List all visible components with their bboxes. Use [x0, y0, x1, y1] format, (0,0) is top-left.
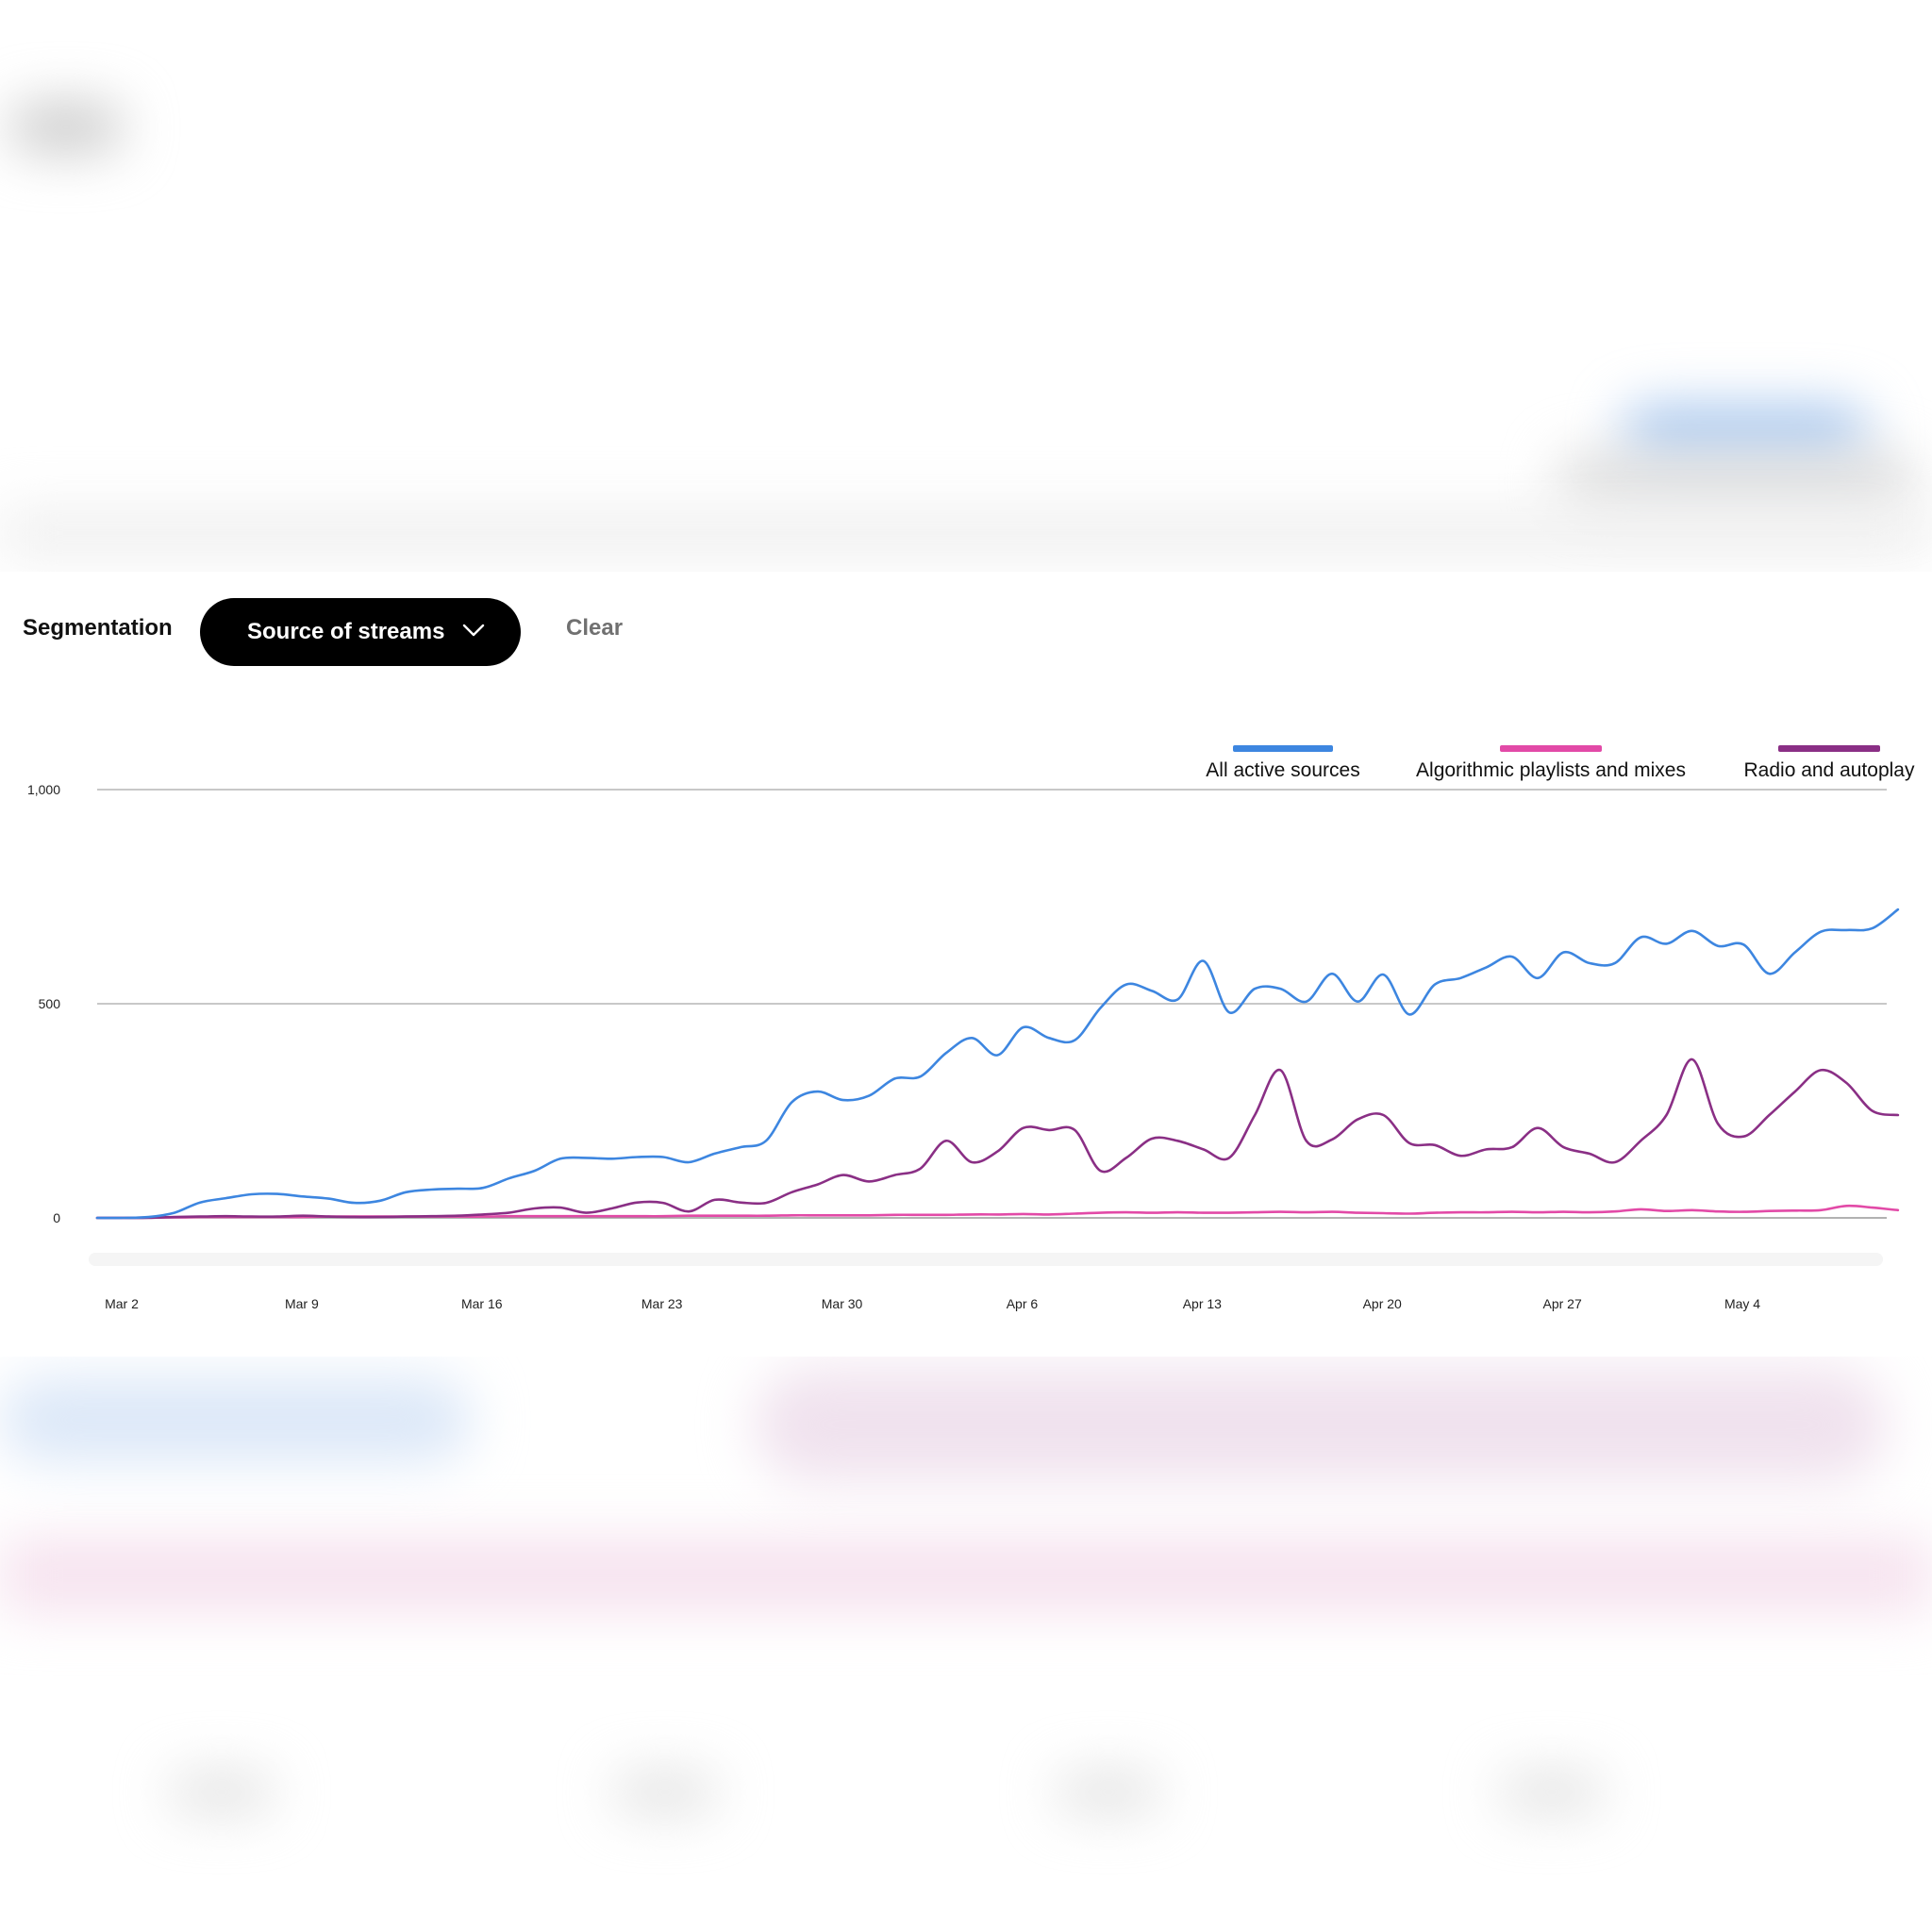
x-tick-label: Mar 9: [285, 1296, 319, 1311]
x-tick-label: Apr 27: [1542, 1296, 1581, 1311]
blurred-bottom-label-3: [1057, 1774, 1160, 1811]
legend-swatch: [1233, 745, 1333, 752]
x-tick-label: Mar 30: [822, 1296, 863, 1311]
x-tick-label: Mar 16: [461, 1296, 503, 1311]
blurred-bottom-label-2: [613, 1774, 717, 1811]
series-line-radio-autoplay: [95, 1058, 1900, 1220]
segmentation-dropdown[interactable]: Source of streams: [200, 598, 521, 666]
series-layer: [95, 908, 1900, 1220]
x-tick-label: Apr 13: [1183, 1296, 1222, 1311]
y-tick-label: 1,000: [27, 782, 60, 797]
legend-swatch: [1778, 745, 1880, 752]
legend-label: Algorithmic playlists and mixes: [1416, 759, 1686, 781]
y-tick-label: 0: [53, 1210, 60, 1225]
chart-grid: [97, 789, 1887, 1219]
segmentation-dropdown-value: Source of streams: [247, 619, 445, 644]
x-tick-label: May 4: [1724, 1296, 1760, 1311]
blurred-bottom-pink-band: [0, 1538, 1932, 1613]
x-tick-label: Mar 2: [105, 1296, 139, 1311]
y-tick-label: 500: [39, 996, 61, 1011]
legend: All active sources Algorithmic playlists …: [1206, 745, 1915, 781]
series-line-all-active-sources: [95, 908, 1900, 1220]
legend-swatch: [1500, 745, 1602, 752]
clear-button[interactable]: Clear: [566, 615, 624, 641]
x-axis: Mar 2 Mar 9 Mar 16 Mar 23 Mar 30 Apr 6 Apr 13 A…: [105, 1296, 1760, 1311]
chevron-down-icon: [462, 624, 485, 637]
legend-item-algorithmic-playlists: Algorithmic playlists and mixes: [1416, 745, 1686, 781]
legend-item-all-active-sources: All active sources: [1206, 745, 1360, 781]
blurred-bottom-purple-shape: [755, 1368, 1887, 1481]
legend-label: All active sources: [1206, 759, 1359, 781]
legend-label: Radio and autoplay: [1744, 759, 1915, 781]
blurred-top-right-blue-shape: [1623, 406, 1868, 462]
x-tick-label: Mar 23: [641, 1296, 683, 1311]
blurred-bottom-label-1: [170, 1774, 274, 1811]
x-tick-label: Apr 6: [1007, 1296, 1039, 1311]
legend-item-radio-autoplay: Radio and autoplay: [1744, 745, 1915, 781]
blurred-top-left-shape: [9, 104, 123, 151]
blurred-bottom-label-4: [1500, 1774, 1604, 1811]
blurred-header-band: [0, 509, 1932, 557]
blurred-top-right-gray-shape: [1557, 453, 1915, 509]
line-chart: 0 500 1,000 Mar 2 Mar 9 Mar 16 Mar 23 Mar 30 Ap…: [27, 745, 1915, 1311]
blurred-bottom-blue-shape: [0, 1377, 472, 1462]
x-tick-label: Apr 20: [1363, 1296, 1402, 1311]
y-axis: 0 500 1,000: [27, 782, 60, 1225]
x-axis-scroll-track: [89, 1253, 1883, 1266]
segmentation-label: Segmentation: [23, 615, 173, 641]
